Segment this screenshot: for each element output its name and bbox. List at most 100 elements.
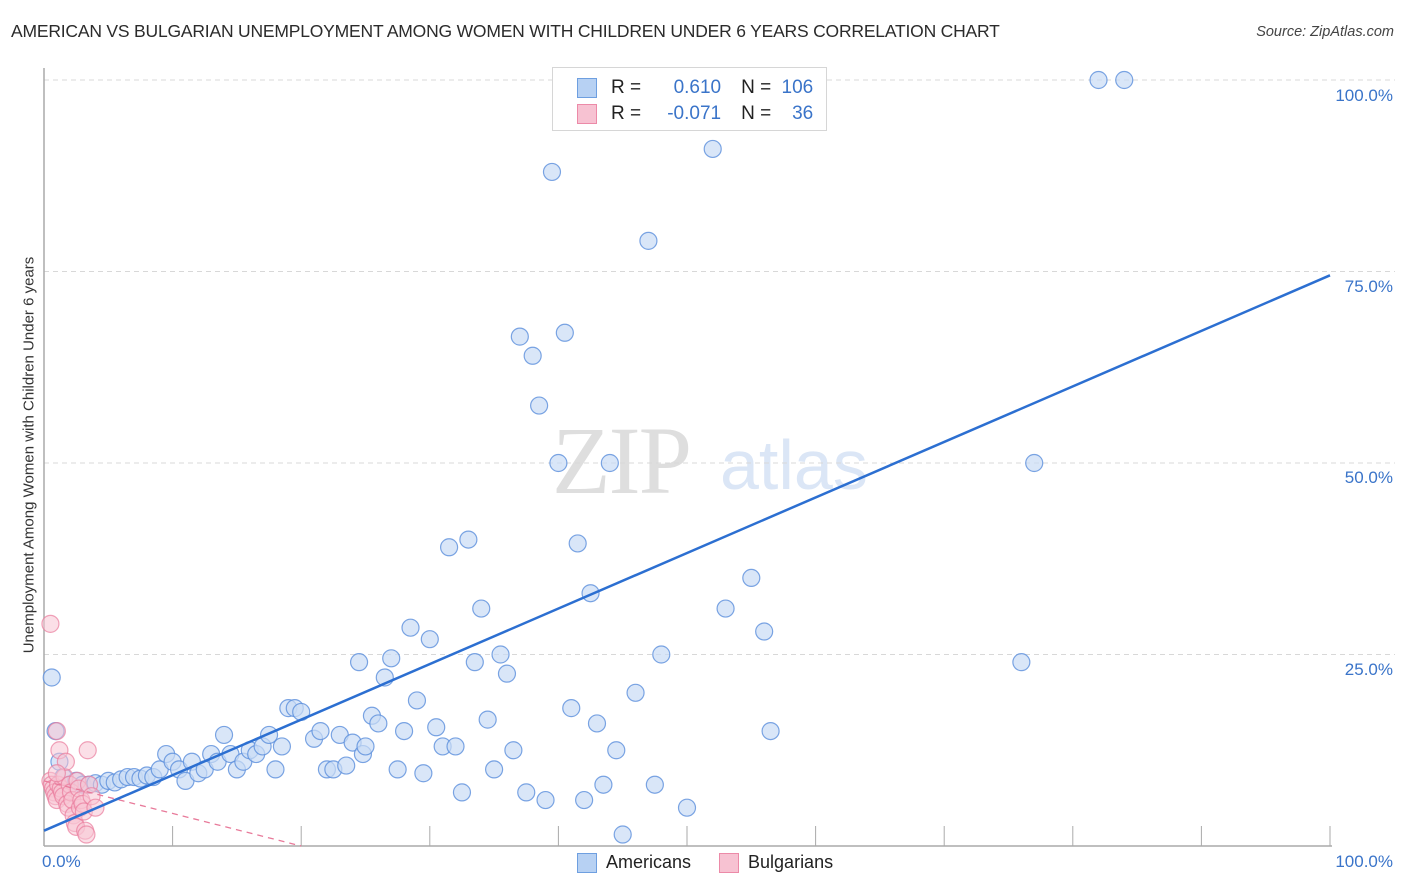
americans-point — [394, 721, 414, 741]
stats-row-americans: R = 0.610 N = 106 — [577, 76, 813, 100]
americans-point — [530, 396, 549, 415]
americans-point — [523, 346, 542, 365]
legend-label-americans: Americans — [606, 852, 692, 872]
americans-point — [755, 622, 774, 641]
y-tick-25: 25.0% — [1344, 660, 1393, 679]
americans-legend-swatch — [577, 852, 597, 873]
n-label: N = — [741, 77, 772, 98]
bulgarians-point — [41, 614, 60, 633]
y-tick-75: 75.0% — [1344, 277, 1393, 296]
americans-point — [555, 323, 574, 342]
americans-point — [446, 737, 465, 756]
stats-row-bulgarians: R = -0.071 N = 36 — [577, 102, 813, 126]
americans-point — [549, 453, 568, 473]
americans-point — [491, 645, 510, 664]
americans-point — [337, 756, 356, 775]
americans-point — [420, 630, 439, 649]
americans-point — [562, 699, 581, 718]
americans-point — [639, 231, 658, 250]
americans-points — [42, 70, 1134, 844]
legend-item-bulgarians[interactable]: Bulgarians — [719, 852, 833, 873]
americans-point — [452, 783, 472, 802]
americans-point — [716, 599, 735, 618]
y-tick-100: 100.0% — [1335, 86, 1393, 105]
bulgarians-legend-swatch — [719, 852, 740, 873]
n-label: N = — [741, 103, 772, 124]
americans-point — [504, 741, 523, 760]
americans-point — [214, 725, 234, 745]
americans-point — [1025, 453, 1044, 473]
axes — [43, 68, 1332, 847]
x-tick-100: 100.0% — [1335, 852, 1393, 871]
americans-point — [613, 825, 632, 844]
americans-point — [266, 760, 285, 779]
watermark-zip: ZIP — [552, 407, 692, 514]
stats-legend: R = 0.610 N = 106 R = -0.071 N = 36 — [552, 67, 827, 131]
americans-point — [536, 790, 555, 810]
r-value: -0.071 — [667, 103, 722, 124]
americans-point — [459, 530, 478, 549]
americans-point — [401, 618, 420, 637]
americans-point — [311, 721, 330, 741]
americans-point — [1115, 70, 1134, 90]
americans-point — [485, 760, 504, 779]
watermark-atlas: atlas — [720, 426, 868, 504]
gridlines — [44, 79, 1395, 655]
americans-point — [369, 714, 388, 733]
americans-point — [382, 649, 401, 668]
n-value: 106 — [781, 77, 814, 98]
bulgarians-point — [47, 764, 66, 783]
americans-point — [407, 691, 427, 710]
americans-point — [465, 653, 484, 672]
bulgarians-point — [47, 721, 66, 741]
y-tick-50: 50.0% — [1344, 468, 1393, 487]
bulgarians-swatch — [577, 104, 597, 124]
legend-item-americans[interactable]: Americans — [577, 852, 691, 873]
x-tick-0: 0.0% — [42, 852, 81, 871]
americans-point — [272, 737, 292, 756]
americans-point — [510, 327, 529, 346]
r-label: R = — [611, 103, 642, 124]
bulgarians-point — [77, 825, 96, 844]
bulgarians-point — [78, 741, 97, 760]
americans-point — [42, 668, 61, 687]
americans-point — [542, 162, 562, 182]
americans-point — [645, 775, 664, 794]
chart-title: AMERICAN VS BULGARIAN UNEMPLOYMENT AMONG… — [11, 21, 1000, 41]
trend-lines — [43, 274, 1331, 847]
americans-swatch — [577, 78, 597, 98]
americans-point — [652, 645, 671, 664]
r-value: 0.610 — [673, 77, 722, 98]
americans-point — [388, 760, 407, 779]
n-value: 36 — [792, 103, 814, 124]
r-label: R = — [611, 77, 642, 98]
americans-point — [575, 790, 594, 810]
americans-point — [517, 783, 536, 802]
series-legend: Americans Bulgarians — [577, 852, 861, 873]
americans-trend-line — [43, 274, 1331, 832]
americans-point — [427, 718, 446, 737]
americans-point — [568, 534, 587, 553]
legend-label-bulgarians: Bulgarians — [748, 852, 834, 872]
americans-point — [478, 710, 497, 729]
bulgarians-trend-line — [43, 780, 302, 847]
americans-point — [1089, 70, 1108, 90]
americans-point — [600, 453, 619, 473]
americans-point — [439, 538, 459, 557]
americans-point — [472, 599, 491, 618]
americans-point — [1012, 653, 1031, 672]
y-axis-label: Unemployment Among Women with Children U… — [20, 256, 38, 654]
americans-point — [742, 568, 761, 588]
americans-point — [761, 721, 780, 741]
americans-point — [356, 737, 375, 756]
americans-point — [626, 683, 645, 702]
americans-point — [594, 775, 613, 794]
americans-point — [607, 741, 626, 760]
americans-point — [677, 798, 697, 817]
source-label: Source: ZipAtlas.com — [1256, 24, 1394, 40]
americans-point — [414, 764, 433, 783]
americans-point — [587, 714, 607, 733]
americans-point — [703, 139, 722, 159]
americans-point — [497, 664, 517, 683]
